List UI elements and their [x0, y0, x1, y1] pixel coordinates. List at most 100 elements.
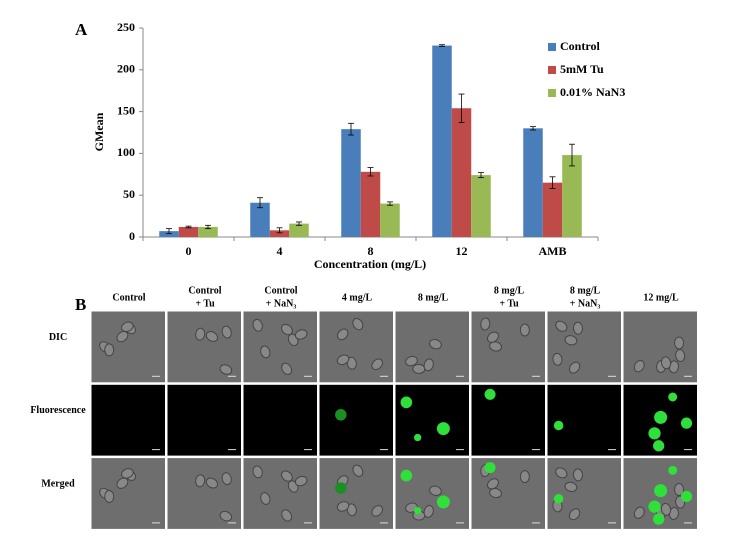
fluorescent-cell: [436, 495, 450, 509]
cell: [568, 361, 581, 374]
bar: [289, 223, 309, 237]
error-bar: [276, 227, 283, 234]
bar: [542, 182, 563, 237]
cell: [371, 505, 383, 517]
cell: [195, 474, 206, 488]
column-header: + NaN₃: [266, 298, 297, 309]
micrograph: [394, 310, 470, 384]
cell: [371, 358, 383, 371]
bar: [269, 230, 290, 237]
cell: [519, 323, 530, 337]
cell: [423, 358, 434, 372]
column-header: + NaN₃: [570, 298, 601, 309]
legend-label: 5mM Tu: [560, 62, 604, 76]
bar: [380, 203, 400, 237]
cell: [252, 465, 263, 479]
fluorescent-cell: [668, 465, 678, 475]
cell: [281, 323, 293, 336]
bar: [432, 45, 452, 237]
cell: [195, 327, 206, 341]
micrograph: [546, 383, 622, 457]
cell: [564, 481, 578, 492]
cell: [221, 472, 232, 486]
cell: [633, 506, 645, 519]
column-header: 8 mg/L: [570, 285, 601, 296]
x-tick-label: 8: [368, 244, 374, 258]
cell: [480, 317, 491, 331]
fluorescent-cell: [680, 417, 693, 429]
cell: [104, 343, 115, 357]
cell: [568, 508, 581, 521]
error-bar: [458, 93, 465, 123]
fluorescent-cell: [436, 422, 450, 436]
cell: [352, 318, 364, 331]
cell: [104, 490, 115, 503]
cell: [221, 325, 232, 339]
fluorescent-cell: [400, 469, 413, 482]
fluorescent-cell: [335, 482, 347, 494]
cell: [552, 352, 563, 366]
cell: [121, 468, 134, 479]
fluorescent-cell: [680, 490, 693, 503]
cell: [116, 330, 129, 343]
legend-swatch: [548, 89, 556, 97]
x-tick-label: 12: [456, 244, 468, 258]
x-tick-label: 0: [186, 244, 192, 258]
error-bar: [367, 167, 374, 177]
fluorescent-cell: [553, 494, 564, 504]
cell: [555, 467, 568, 479]
cell: [121, 321, 134, 333]
fluorescent-cell: [484, 388, 496, 400]
y-axis-title: GMean: [92, 112, 106, 151]
micrograph: [318, 383, 394, 457]
fluorescent-cell: [335, 409, 347, 421]
row-label: Fluorescence: [30, 405, 86, 416]
cell: [260, 492, 271, 505]
y-tick-label: 50: [123, 187, 135, 201]
bar: [360, 171, 381, 237]
column-header: 8 mg/L: [418, 292, 449, 303]
cell: [519, 470, 530, 484]
cell: [489, 341, 502, 352]
fluorescent-cell: [413, 433, 422, 442]
legend-swatch: [548, 66, 556, 74]
y-tick-label: 0: [129, 229, 135, 243]
legend-swatch: [548, 43, 556, 51]
cell: [260, 345, 271, 359]
fluorescent-cell: [484, 462, 496, 474]
bar: [451, 108, 472, 237]
error-bar: [166, 228, 172, 235]
column-header: + Tu: [195, 298, 215, 309]
column-header: Control: [112, 292, 145, 303]
cell: [281, 509, 293, 522]
cell: [423, 505, 434, 518]
column-header: 4 mg/L: [342, 292, 373, 303]
cell: [336, 354, 350, 366]
cell: [346, 356, 357, 370]
fluorescent-cell: [668, 392, 678, 402]
cell: [486, 331, 499, 343]
cell: [429, 339, 442, 350]
column-header: Control: [188, 285, 221, 296]
micrograph: [470, 383, 546, 457]
cell: [281, 362, 293, 375]
fluorescent-cell: [654, 484, 668, 498]
panel-label: A: [75, 20, 88, 39]
y-tick-label: 250: [117, 20, 135, 34]
cell: [281, 470, 293, 482]
error-bar: [257, 197, 263, 209]
cell: [674, 483, 685, 497]
cell: [405, 355, 418, 367]
x-tick-label: AMB: [539, 244, 567, 258]
cell: [205, 477, 219, 489]
cell: [572, 468, 583, 482]
fluorescent-cell: [648, 500, 661, 513]
y-tick-label: 100: [117, 145, 135, 159]
cell: [336, 328, 349, 341]
panel-label: B: [75, 295, 86, 314]
row-label: Merged: [41, 479, 75, 490]
cell: [572, 321, 583, 335]
cell: [486, 478, 499, 490]
fluorescent-cell: [648, 427, 661, 440]
